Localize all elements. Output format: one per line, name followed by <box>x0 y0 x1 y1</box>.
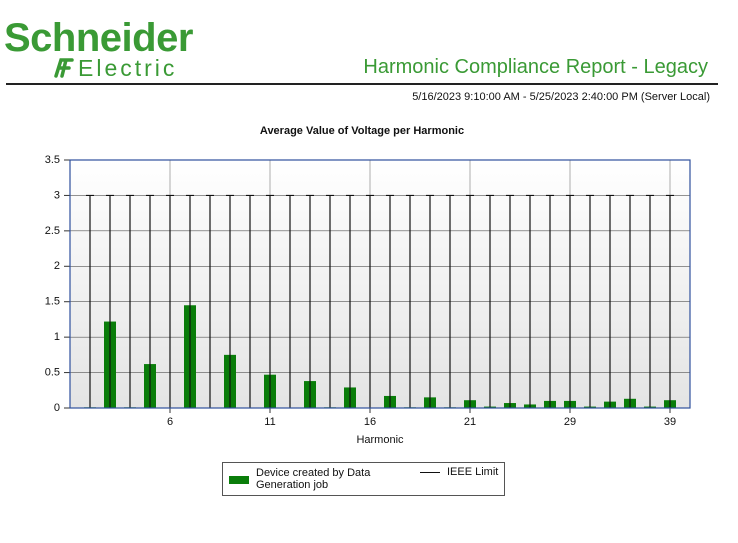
limit-mark <box>566 194 574 408</box>
limit-line <box>586 194 594 408</box>
x-tick-label: 29 <box>564 416 576 428</box>
x-tick-label: 16 <box>364 416 376 428</box>
y-tick-label: 2 <box>54 260 60 272</box>
limit-mark <box>226 194 234 408</box>
limit-mark <box>206 194 214 408</box>
limit-line <box>406 194 414 408</box>
limit-line <box>506 194 514 408</box>
limit-line <box>666 194 674 408</box>
limit-mark <box>246 194 254 408</box>
limit-line <box>226 194 234 408</box>
limit-line <box>486 194 494 408</box>
limit-line <box>186 194 194 408</box>
limit-mark <box>106 194 114 408</box>
limit-mark <box>286 194 294 408</box>
x-tick-label: 39 <box>664 416 676 428</box>
limit-mark <box>186 194 194 408</box>
x-tick-label: 11 <box>264 416 275 428</box>
limit-line <box>386 194 394 408</box>
limit-mark <box>146 194 154 408</box>
limit-mark <box>666 194 674 408</box>
limit-mark <box>326 194 334 408</box>
legend-label: Device created by Data Generation job <box>256 467 371 491</box>
limit-line <box>566 194 574 408</box>
limit-line <box>546 194 554 408</box>
limit-mark <box>126 194 134 408</box>
limit-mark <box>466 194 474 408</box>
limit-line <box>86 194 94 408</box>
y-tick-label: 3 <box>54 189 60 201</box>
limit-line <box>646 194 654 408</box>
limit-line <box>426 194 434 408</box>
x-axis-label: Harmonic <box>356 434 404 446</box>
logo-text: Schneider <box>4 16 193 60</box>
limit-mark <box>386 194 394 408</box>
limit-line <box>326 194 334 408</box>
limit-mark <box>506 194 514 408</box>
limit-mark <box>266 194 274 408</box>
legend-swatch <box>229 476 249 484</box>
limit-mark <box>526 194 534 408</box>
plot-border <box>69 159 691 409</box>
plot-area <box>70 160 690 408</box>
limit-mark <box>346 194 354 408</box>
limit-line <box>286 194 294 408</box>
limit-mark <box>486 194 494 408</box>
limit-mark <box>546 194 554 408</box>
limit-mark <box>306 194 314 408</box>
limit-mark <box>646 194 654 408</box>
limit-line <box>306 194 314 408</box>
limit-line <box>206 194 214 408</box>
x-tick-label: 21 <box>464 416 476 428</box>
limit-line <box>266 194 274 408</box>
limit-line <box>606 194 614 408</box>
chart-title: Average Value of Voltage per Harmonic <box>260 125 464 137</box>
legend: Device created by Data Generation job IE… <box>222 462 505 496</box>
divider <box>6 83 718 85</box>
y-tick-label: 1 <box>54 331 60 343</box>
limit-mark <box>606 194 614 408</box>
limit-mark <box>366 194 374 408</box>
limit-line <box>446 194 454 408</box>
y-tick-label: 2.5 <box>45 225 60 237</box>
limit-line <box>146 194 154 408</box>
limit-mark <box>406 194 414 408</box>
limit-line <box>346 194 354 408</box>
limit-line <box>466 194 474 408</box>
limit-line <box>626 194 634 408</box>
y-tick-label: 0 <box>54 402 60 414</box>
chart: Average Value of Voltage per Harmonic Ha… <box>45 125 691 446</box>
y-tick-label: 3.5 <box>45 154 60 166</box>
report-title: Harmonic Compliance Report - Legacy <box>363 56 708 78</box>
y-tick-label: 1.5 <box>45 296 60 308</box>
y-tick-label: 0.5 <box>45 366 60 378</box>
limit-mark <box>626 194 634 408</box>
limit-mark <box>86 194 94 408</box>
limit-mark <box>446 194 454 408</box>
limit-line <box>246 194 254 408</box>
limit-line <box>126 194 134 408</box>
limit-line <box>526 194 534 408</box>
limit-line <box>106 194 114 408</box>
limit-line <box>166 194 174 408</box>
logo-icon <box>54 58 74 78</box>
limit-mark <box>166 194 174 408</box>
x-tick-label: 6 <box>167 416 173 428</box>
limit-mark <box>586 194 594 408</box>
limit-mark <box>426 194 434 408</box>
legend-label: IEEE Limit <box>447 466 499 478</box>
logo-text: Electric <box>78 55 178 81</box>
limit-line <box>366 194 374 408</box>
legend-line <box>420 472 440 473</box>
date-range: 5/16/2023 9:10:00 AM - 5/25/2023 2:40:00… <box>412 91 710 103</box>
